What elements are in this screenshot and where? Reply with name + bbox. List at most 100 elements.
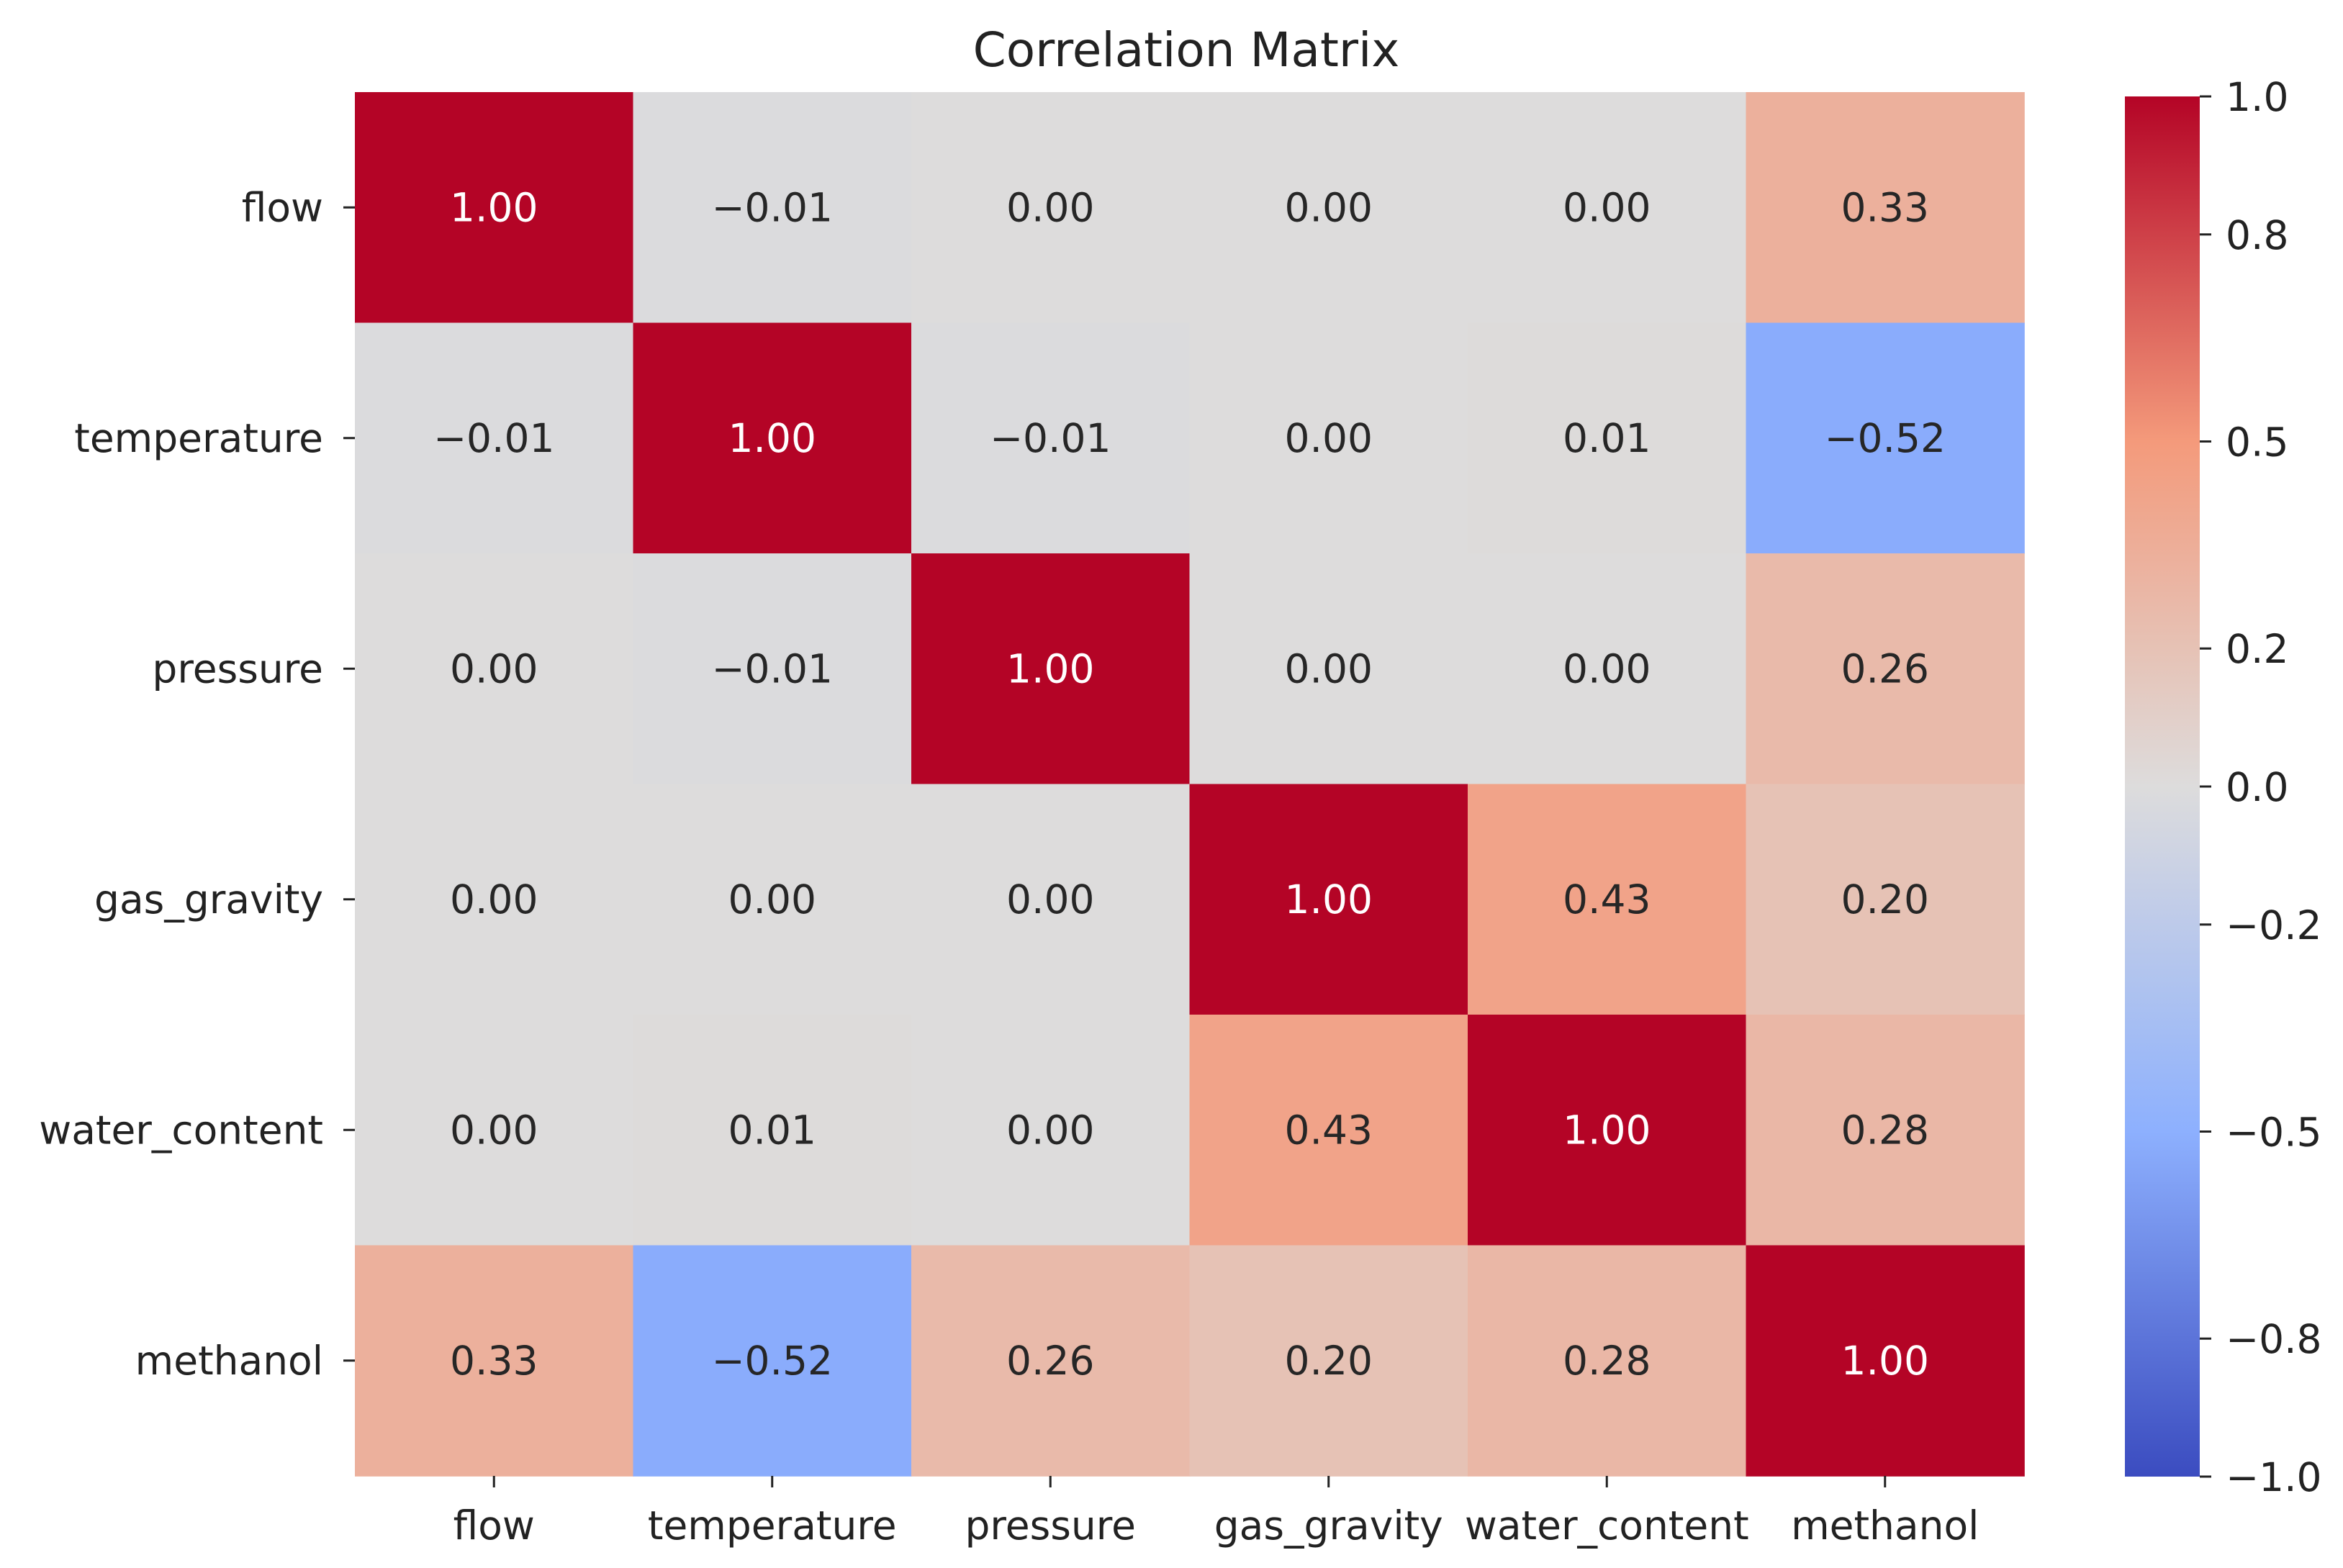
heatmap-cell-value: 1.00	[450, 184, 538, 230]
colorbar-tick-label: 1.0	[2226, 74, 2288, 120]
x-axis-tick-label: water_content	[1465, 1503, 1749, 1549]
heatmap-cell-value: −0.52	[1824, 415, 1946, 461]
heatmap-cell	[1189, 784, 1468, 1015]
heatmap-cell	[1189, 553, 1468, 785]
y-axis-tick-label: gas_gravity	[94, 876, 323, 923]
colorbar-tick-label: −0.8	[2226, 1316, 2322, 1362]
heatmap-cell	[1746, 92, 2025, 324]
heatmap-cell	[633, 1015, 912, 1246]
heatmap-cell-value: 0.43	[1285, 1107, 1373, 1153]
heatmap-cell	[911, 1015, 1191, 1246]
heatmap-cell-value: 0.01	[1563, 415, 1651, 461]
colorbar-tick-label: 0.0	[2226, 764, 2288, 810]
heatmap-cell	[1189, 1245, 1468, 1477]
heatmap-cell	[355, 1245, 634, 1477]
colorbar-tick-label: −1.0	[2226, 1454, 2322, 1500]
heatmap-cell	[1746, 1245, 2025, 1477]
heatmap-cell	[911, 784, 1191, 1015]
heatmap-cell-value: −0.01	[711, 184, 833, 230]
heatmap-cell-value: 0.33	[1841, 184, 1929, 230]
y-axis-tick-label: temperature	[74, 415, 323, 461]
heatmap-cell-value: 0.00	[1006, 1107, 1094, 1153]
heatmap-cell	[911, 553, 1191, 785]
heatmap-cell	[633, 1245, 912, 1477]
heatmap-cell	[1189, 322, 1468, 554]
heatmap-cell-value: 0.00	[450, 645, 538, 692]
x-axis-tick-label: gas_gravity	[1214, 1503, 1443, 1549]
heatmap-cell-value: 0.43	[1563, 876, 1651, 923]
heatmap-cell-value: 0.00	[728, 876, 816, 923]
heatmap-cell	[1189, 92, 1468, 324]
heatmap-cell-value: 0.00	[1285, 645, 1373, 692]
heatmap-cell	[1468, 322, 1747, 554]
colorbar-gradient	[2125, 96, 2200, 1477]
x-axis-tick-label: temperature	[648, 1503, 897, 1549]
colorbar-tick-label: −0.5	[2226, 1110, 2322, 1156]
heatmap-cell-value: 1.00	[1841, 1338, 1929, 1384]
heatmap-cell-value: 0.00	[1285, 184, 1373, 230]
y-axis-tick-label: flow	[242, 184, 323, 230]
heatmap-cell	[1746, 784, 2025, 1015]
heatmap-cell	[1468, 784, 1747, 1015]
x-axis: flow temperature pressure gas_gravity water_…	[453, 1476, 1979, 1549]
heatmap-cell-value: 0.28	[1563, 1338, 1651, 1384]
heatmap-cell	[355, 92, 634, 324]
heatmap-cell	[1468, 92, 1747, 324]
heatmap-cell-value: 0.01	[728, 1107, 816, 1153]
heatmap-cell	[633, 784, 912, 1015]
colorbar-tick-label: 0.8	[2226, 212, 2288, 258]
heatmap-cell-value: −0.01	[433, 415, 555, 461]
heatmap-cell	[355, 1015, 634, 1246]
heatmap-cell	[1468, 1245, 1747, 1477]
heatmap-cell-value: 0.00	[1563, 184, 1651, 230]
heatmap-cell	[355, 553, 634, 785]
heatmap-cell-value: −0.01	[990, 415, 1111, 461]
heatmap-cell-value: 1.00	[1285, 876, 1373, 923]
heatmap-cell-value: 0.00	[450, 876, 538, 923]
heatmap-cell	[1746, 1015, 2025, 1246]
heatmap-cell-value: 1.00	[728, 415, 816, 461]
colorbar-tick-label: 0.2	[2226, 626, 2288, 672]
heatmap-cell-value: 0.33	[450, 1338, 538, 1384]
y-axis-tick-label: pressure	[152, 645, 323, 692]
heatmap-cell-value: 1.00	[1563, 1107, 1651, 1153]
heatmap-cell	[355, 784, 634, 1015]
heatmap-cell-value: −0.01	[711, 645, 833, 692]
heatmap-cell-value: 0.00	[450, 1107, 538, 1153]
heatmap-cell-value: 0.00	[1006, 184, 1094, 230]
heatmap-cells	[355, 92, 2025, 1477]
heatmap-cell	[633, 553, 912, 785]
heatmap-cell	[633, 322, 912, 554]
heatmap-cell-value: −0.52	[711, 1338, 833, 1384]
heatmap-cell-value: 0.20	[1841, 876, 1929, 923]
colorbar: 1.0 0.8 0.5 0.2 0.0 −0.2 −0.5 −0.8 −1.0	[2125, 74, 2322, 1500]
y-axis-tick-label: methanol	[135, 1338, 323, 1384]
heatmap-cell	[911, 92, 1191, 324]
heatmap-cell	[1189, 1015, 1468, 1246]
heatmap-cell-value: 0.20	[1285, 1338, 1373, 1384]
heatmap-cell-labels: 1.00 −0.01 0.00 0.00 0.00 0.33 −0.01 1.00 −0.01 0…	[433, 184, 1946, 1384]
heatmap-cell-value: 0.26	[1006, 1338, 1094, 1384]
heatmap-cell	[911, 1245, 1191, 1477]
colorbar-tick-label: 0.5	[2226, 420, 2288, 466]
heatmap-cell	[633, 92, 912, 324]
y-axis-tick-label: water_content	[39, 1107, 323, 1153]
heatmap-cell	[1468, 1015, 1747, 1246]
heatmap-cell-value: 0.28	[1841, 1107, 1929, 1153]
heatmap-cell-value: 0.26	[1841, 645, 1929, 692]
x-axis-tick-label: pressure	[965, 1503, 1136, 1549]
heatmap-cell	[1468, 553, 1747, 785]
heatmap-cell-value: 0.00	[1285, 415, 1373, 461]
heatmap-cell-value: 1.00	[1006, 645, 1094, 692]
x-axis-tick-label: methanol	[1791, 1503, 1979, 1549]
chart-title: Correlation Matrix	[973, 22, 1400, 78]
heatmap-cell	[1746, 553, 2025, 785]
heatmap-cell	[1746, 322, 2025, 554]
x-axis-tick-label: flow	[453, 1503, 535, 1549]
heatmap-cell-value: 0.00	[1006, 876, 1094, 923]
y-axis: flow temperature pressure gas_gravity water_…	[39, 184, 355, 1384]
heatmap-cell	[911, 322, 1191, 554]
heatmap-cell	[355, 322, 634, 554]
heatmap-cell-value: 0.00	[1563, 645, 1651, 692]
